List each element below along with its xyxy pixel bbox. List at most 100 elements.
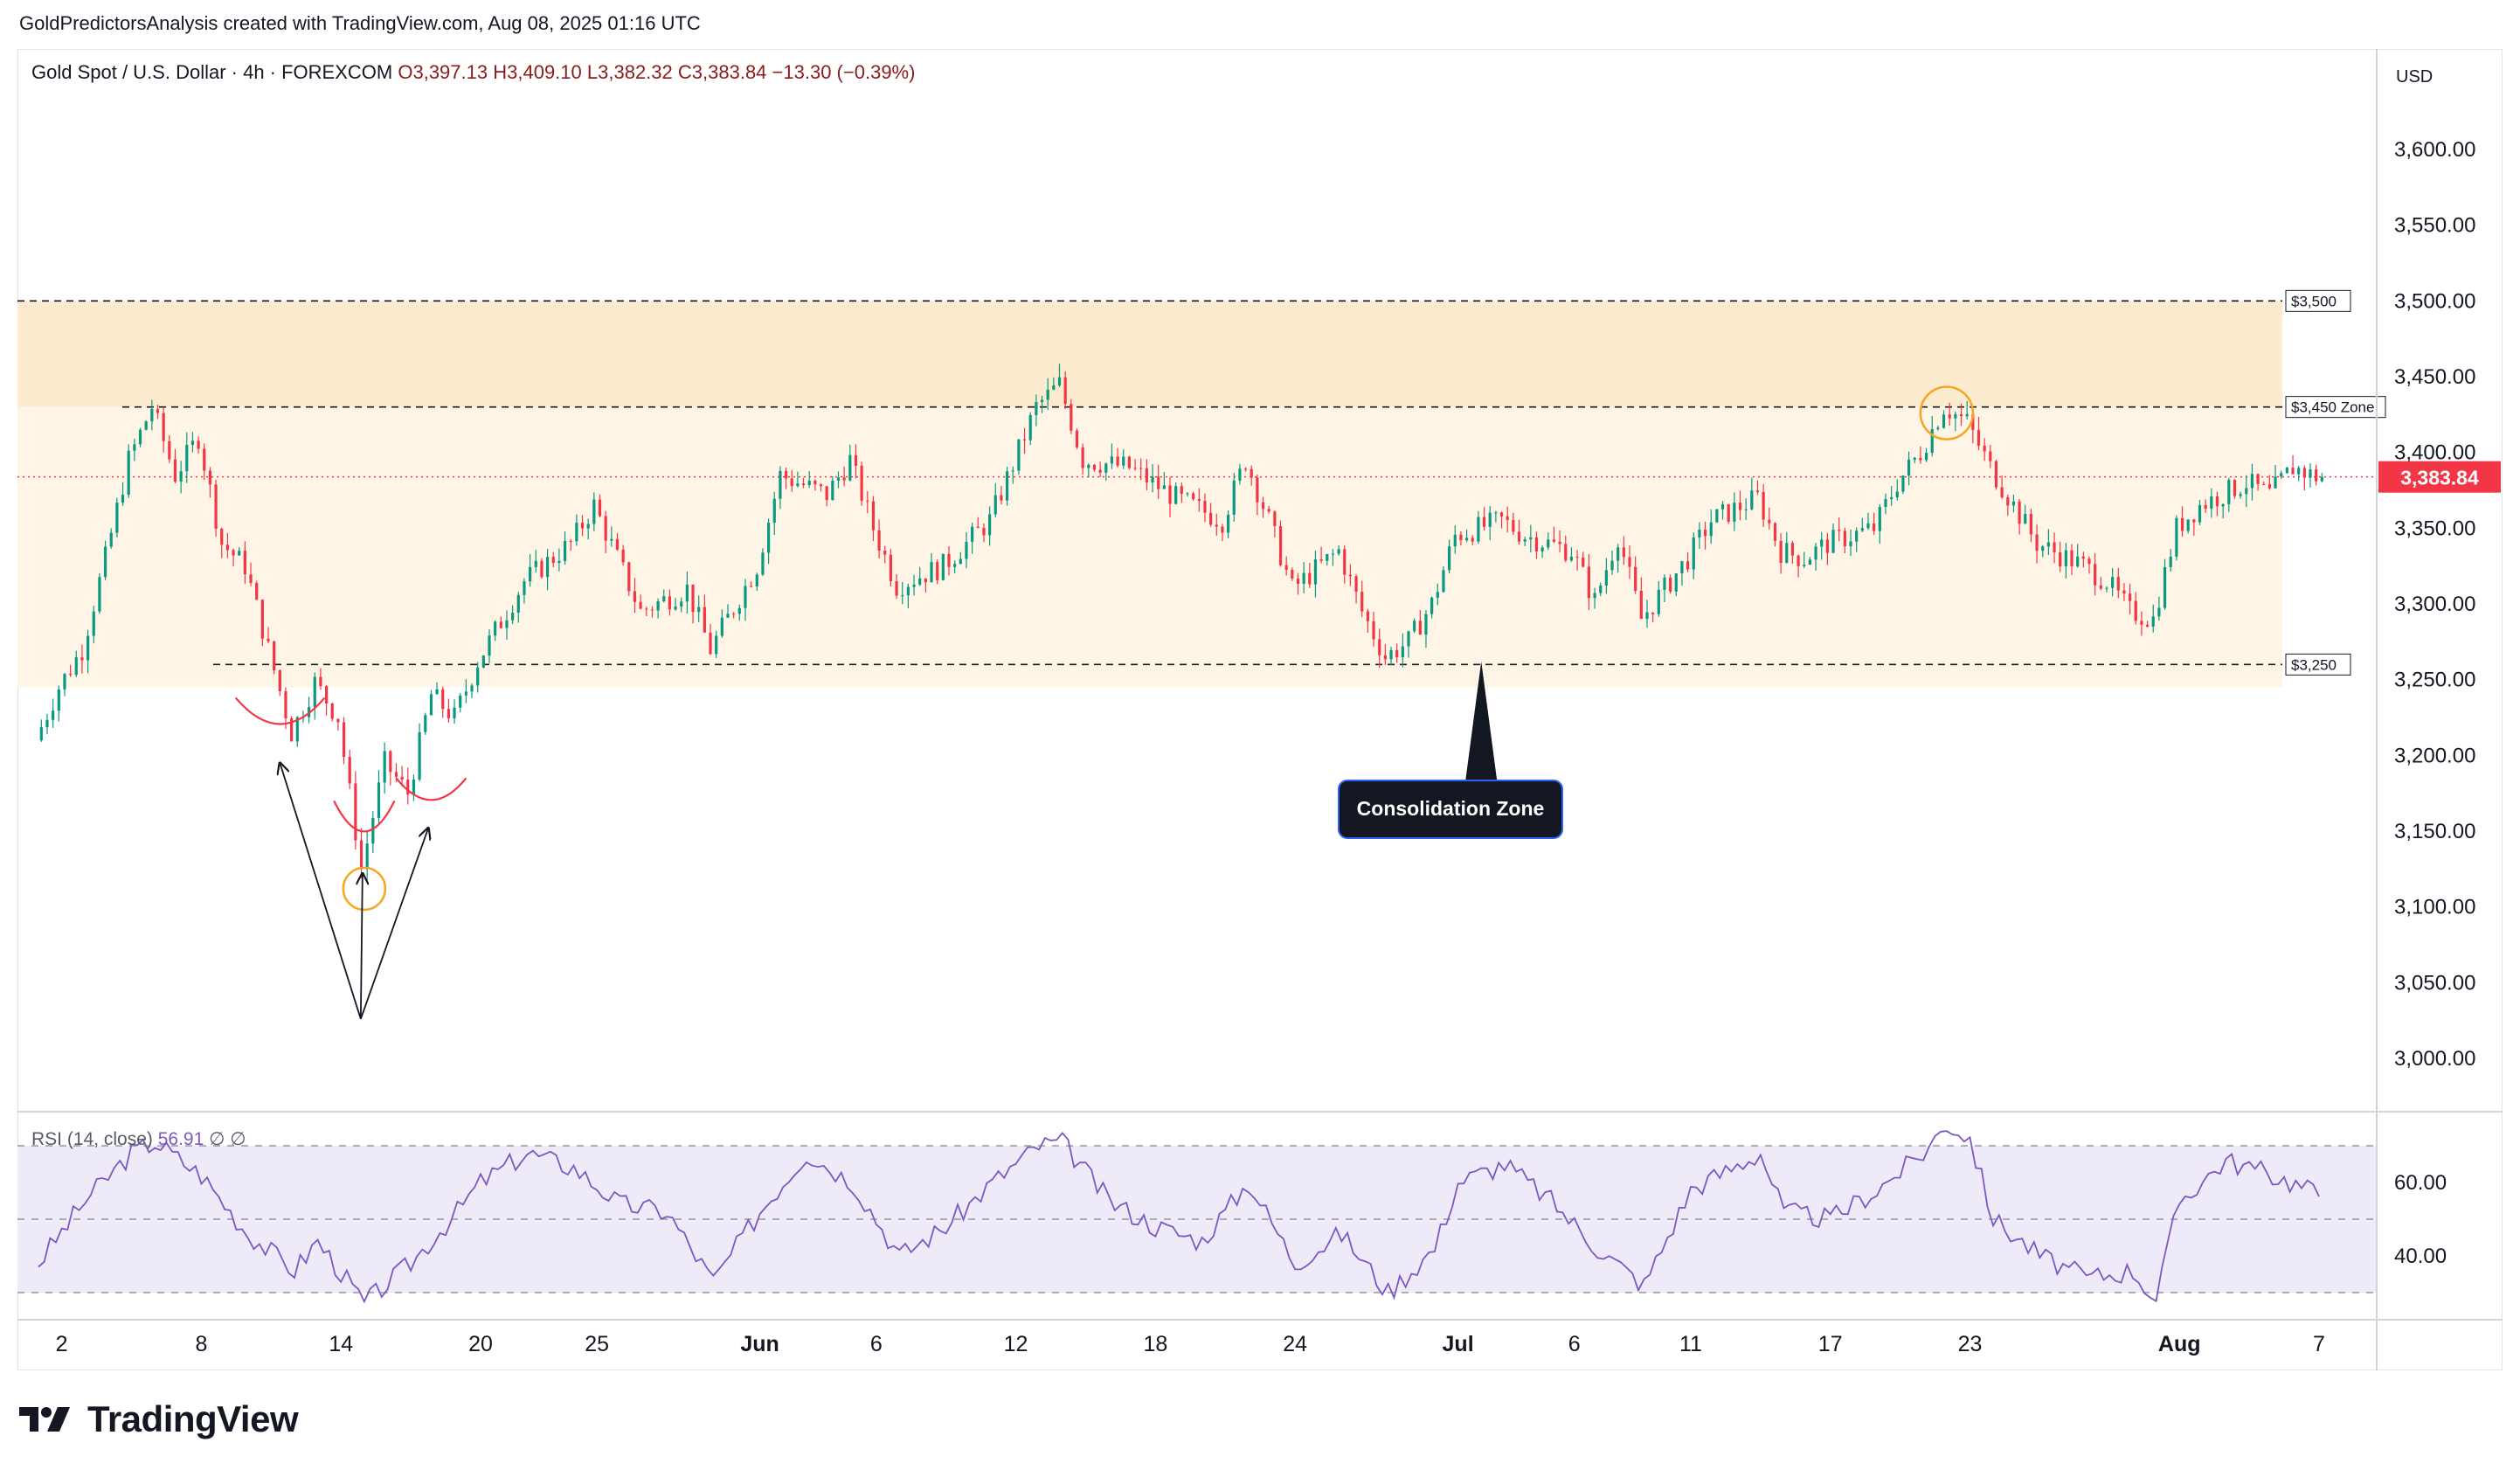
candle-body [1529, 537, 1533, 540]
candle-body [1831, 530, 1835, 553]
candle-body [534, 560, 537, 567]
time-tick-label: 12 [1004, 1332, 1028, 1356]
candle-body [1977, 429, 1981, 446]
candle-body [69, 674, 73, 676]
candle-body [1599, 586, 1603, 593]
time-tick-label: 18 [1143, 1332, 1167, 1356]
candle-body [1464, 537, 1469, 541]
arrow-drawing[interactable] [280, 763, 362, 1020]
price-tick-label: 3,400.00 [2394, 441, 2475, 465]
candle-body [1709, 522, 1713, 537]
price-tick-label: 3,250.00 [2394, 669, 2475, 692]
candle-body [1639, 590, 1643, 620]
candle-body [1005, 471, 1009, 501]
time-tick-label: 7 [2313, 1332, 2325, 1356]
candle-body [1634, 566, 1637, 591]
candle-body [156, 409, 160, 413]
candle-body [2064, 550, 2067, 567]
candle-body [1965, 413, 1969, 417]
candle-body [813, 480, 817, 485]
candle-body [1075, 430, 1079, 447]
candle-body [766, 523, 771, 553]
candle-body [249, 574, 253, 584]
candle-body [243, 551, 246, 575]
candle-body [1383, 655, 1387, 660]
candle-body [901, 595, 904, 597]
arrow-drawing[interactable] [361, 874, 363, 1019]
candle-body [1092, 464, 1097, 470]
highlight-circle[interactable] [342, 866, 387, 912]
candle-body [2320, 476, 2323, 482]
candle-body [825, 486, 828, 501]
price-tick-label: 3,050.00 [2394, 971, 2475, 995]
candle-body [1098, 469, 1102, 473]
arrow-drawing[interactable] [360, 829, 428, 1020]
candle-body [144, 421, 148, 430]
highlight-circle[interactable] [1919, 385, 1975, 440]
candle-body [1337, 549, 1340, 554]
candle-body [1808, 559, 1812, 565]
rsi-legend[interactable]: RSI (14, close) 56.91 ∅ ∅ [31, 1128, 246, 1150]
currency-label[interactable]: USD [2396, 67, 2433, 87]
candle-body [2059, 551, 2062, 567]
time-tick-label: 14 [329, 1332, 353, 1356]
candle-body [1401, 646, 1404, 658]
candle-body [1348, 574, 1353, 577]
candle-body [866, 500, 869, 502]
candle-body [1692, 537, 1695, 570]
candle-body [80, 657, 84, 661]
ohlc-open: O3,397.13 [398, 61, 488, 83]
candle-body [744, 586, 747, 608]
tradingview-logo[interactable]: TradingView [19, 1398, 299, 1440]
candle-body [1052, 385, 1056, 390]
candle-body [1395, 649, 1399, 658]
level-label: $3,450 Zone [2291, 399, 2374, 416]
ohlc-low: L3,382.32 [586, 61, 673, 83]
candle-body [883, 550, 887, 555]
candle-body [220, 529, 224, 545]
candle-body [2274, 476, 2277, 489]
chart-legend[interactable]: Gold Spot / U.S. Dollar · 4h · FOREXCOM … [31, 61, 915, 84]
candle-body [936, 562, 939, 580]
shoulder-arc-left[interactable] [234, 697, 326, 725]
candle-body [726, 614, 730, 618]
candle-body [1488, 512, 1492, 527]
candle-body [470, 685, 474, 692]
candle-body [784, 470, 788, 479]
candle-body [1081, 447, 1084, 468]
candle-body [685, 584, 689, 602]
rsi-label[interactable]: RSI (14, close) [31, 1129, 153, 1149]
candle-body [2024, 514, 2027, 524]
candle-body [1482, 517, 1486, 527]
candle-body [2221, 503, 2225, 507]
candle-body [807, 480, 811, 486]
candle-body [2315, 469, 2318, 482]
candle-body [1820, 539, 1824, 547]
head-arc[interactable] [333, 800, 396, 833]
candle-body [1790, 543, 1795, 556]
candle-body [1785, 543, 1789, 563]
candle-body [1540, 547, 1544, 551]
level-label-box [2285, 653, 2351, 676]
candle-body [523, 581, 526, 595]
candle-body [2111, 577, 2115, 588]
candle-body [720, 617, 723, 636]
candle-body [1063, 377, 1067, 405]
candle-body [691, 584, 695, 613]
symbol-name[interactable]: Gold Spot / U.S. Dollar · 4h · FOREXCOM [31, 61, 393, 83]
time-tick-label: Jul [1443, 1332, 1474, 1356]
candle-body [1070, 404, 1073, 431]
candle-body [1547, 539, 1550, 548]
shoulder-arc-right[interactable] [395, 777, 467, 801]
candle-body [1192, 493, 1195, 500]
ohlc-close: C3,383.84 [677, 61, 767, 83]
price-tick-label: 3,550.00 [2394, 214, 2475, 238]
candle-body [342, 722, 346, 758]
candle-body [2239, 494, 2242, 496]
candle-body [1046, 389, 1049, 400]
candle-body [1372, 621, 1375, 640]
candle-body [1110, 456, 1114, 464]
candle-body [1087, 464, 1090, 468]
candle-body [1157, 476, 1160, 489]
